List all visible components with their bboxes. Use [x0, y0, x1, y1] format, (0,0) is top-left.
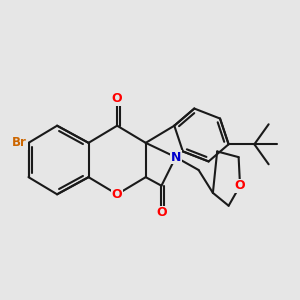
Text: O: O: [112, 188, 122, 201]
Text: O: O: [235, 179, 245, 192]
Text: O: O: [156, 206, 167, 219]
Text: O: O: [112, 92, 122, 105]
Text: N: N: [170, 151, 181, 164]
Text: Br: Br: [12, 136, 27, 149]
